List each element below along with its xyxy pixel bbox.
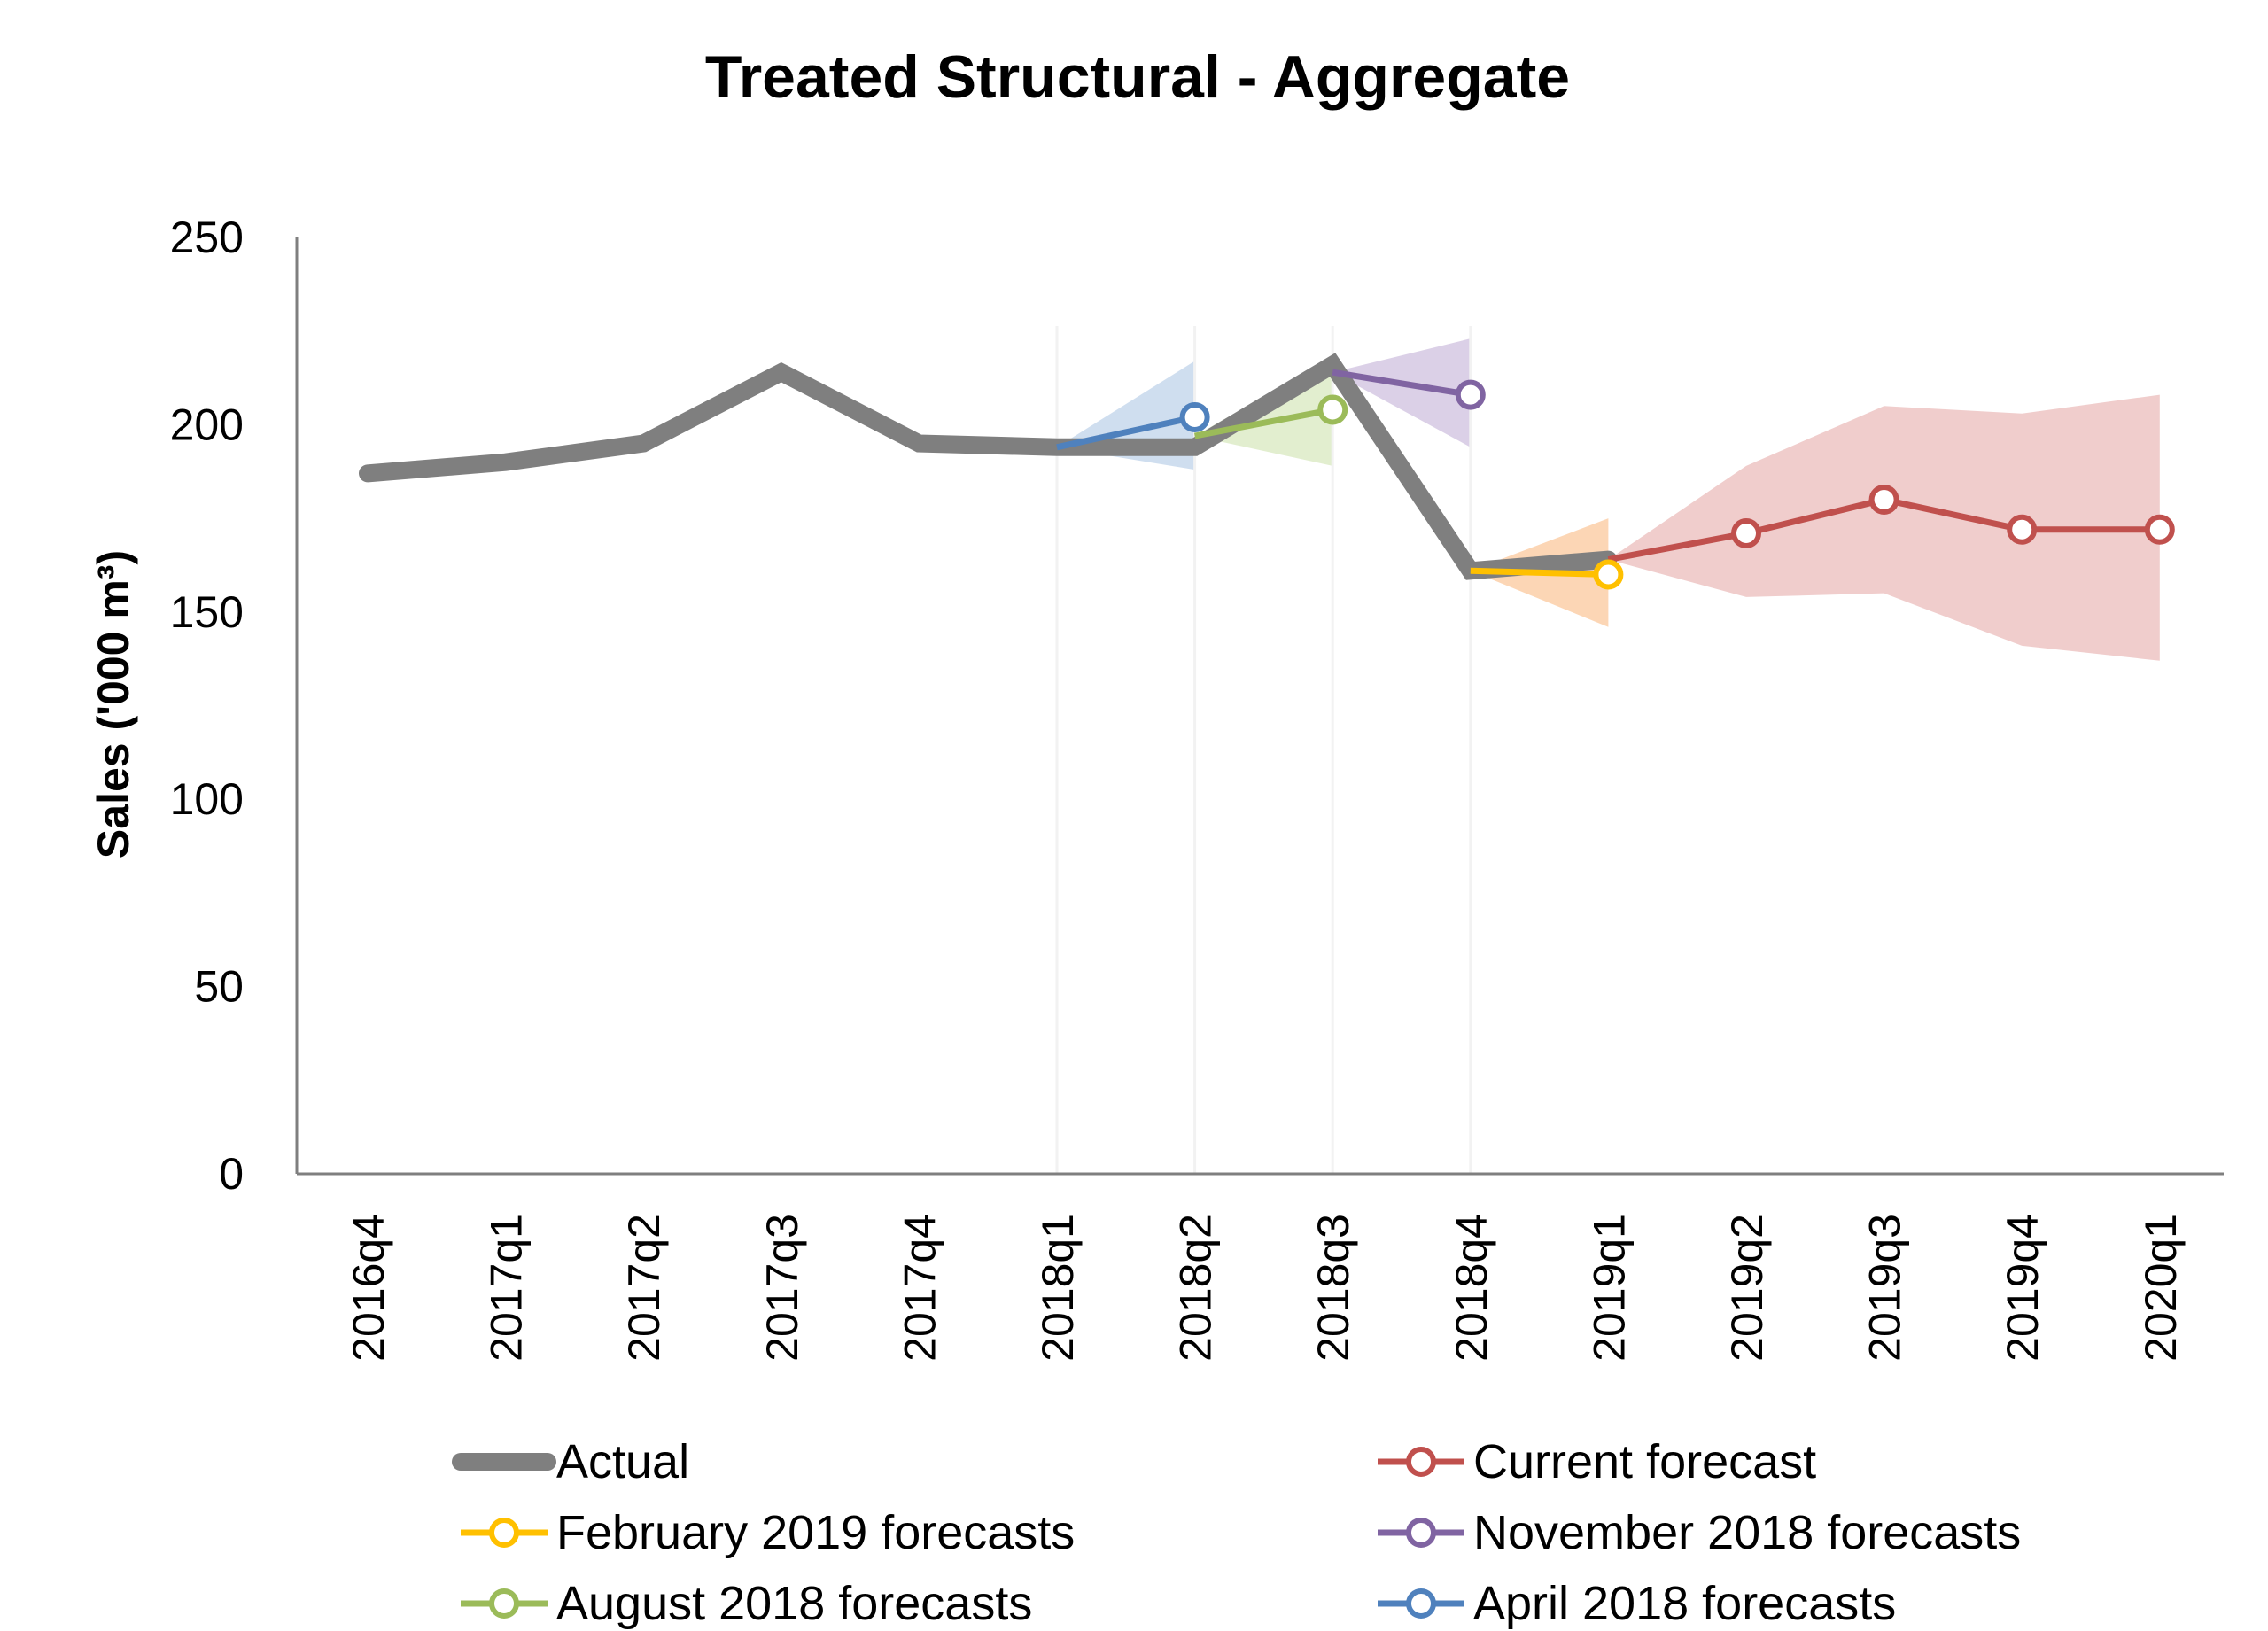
uncertainty-band xyxy=(1332,338,1471,447)
data-point xyxy=(1593,559,1624,590)
series-line xyxy=(359,353,1618,580)
data-point xyxy=(1317,394,1348,425)
data-point xyxy=(1179,401,1210,432)
legend-label: Actual xyxy=(556,1435,689,1488)
series-line xyxy=(1332,369,1472,399)
y-tick-label: 250 xyxy=(170,213,244,262)
legend-marker xyxy=(489,1518,519,1548)
legend-label: February 2019 forecasts xyxy=(556,1506,1075,1559)
axes xyxy=(295,237,2224,1176)
x-tick-label: 2019q3 xyxy=(1860,1214,1910,1362)
data-point xyxy=(1868,484,1899,515)
legend: Actual Current forecast February 2019 fore… xyxy=(452,1435,2021,1630)
uncertainty-bands xyxy=(1057,338,2160,661)
legend-label: April 2018 forecasts xyxy=(1473,1577,1896,1630)
x-tick-label: 2019q2 xyxy=(1722,1214,1772,1362)
data-point xyxy=(1455,379,1486,410)
y-tick-label: 100 xyxy=(170,774,244,824)
series-line xyxy=(1056,414,1196,451)
legend-item: February 2019 forecasts xyxy=(461,1506,1075,1559)
uncertainty-band xyxy=(1608,394,2160,661)
legend-marker xyxy=(489,1588,519,1619)
x-tick-label: 2019q4 xyxy=(1998,1214,2047,1362)
data-point xyxy=(2144,514,2175,545)
x-tick-label: 2016q4 xyxy=(344,1214,393,1362)
y-axis-label: Sales ('000 m³) xyxy=(89,550,138,858)
x-tick-label: 2017q1 xyxy=(482,1214,532,1362)
chart-title: Treated Structural - Aggregate xyxy=(705,43,1570,111)
series-line xyxy=(1193,407,1333,439)
x-tick-label: 2017q2 xyxy=(619,1214,669,1362)
y-tick-label: 0 xyxy=(219,1149,244,1199)
x-tick-label: 2018q4 xyxy=(1447,1214,1496,1362)
x-tick-label: 2019q1 xyxy=(1584,1214,1634,1362)
series-line xyxy=(1470,567,1609,579)
x-tick-label: 2018q2 xyxy=(1171,1214,1221,1362)
tick-labels: 0 50 100 150 200 250 2016q4 2017q1 2017q2 2017q3 2… xyxy=(170,213,2186,1362)
x-tick-label: 2018q3 xyxy=(1309,1214,1358,1362)
x-tick-label: 2017q3 xyxy=(757,1214,807,1362)
y-tick-label: 150 xyxy=(170,587,244,637)
legend-item: November 2018 forecasts xyxy=(1378,1506,2021,1559)
legend-item: April 2018 forecasts xyxy=(1378,1577,1896,1630)
data-point xyxy=(1731,518,1761,549)
legend-marker xyxy=(1406,1588,1436,1619)
x-tick-label: 2017q4 xyxy=(895,1214,944,1362)
legend-label: August 2018 forecasts xyxy=(556,1577,1032,1630)
x-tick-label: 2018q1 xyxy=(1033,1214,1083,1362)
series-markers xyxy=(1179,379,2175,590)
legend-marker xyxy=(1406,1447,1436,1477)
data-point xyxy=(2007,514,2038,545)
legend-label: November 2018 forecasts xyxy=(1473,1506,2021,1559)
y-tick-label: 50 xyxy=(194,962,244,1012)
y-tick-label: 200 xyxy=(170,400,244,449)
legend-marker xyxy=(1406,1518,1436,1548)
legend-item: Actual xyxy=(452,1435,689,1488)
x-tick-label: 2020q1 xyxy=(2136,1214,2186,1362)
legend-item: Current forecast xyxy=(1378,1435,1816,1488)
legend-label: Current forecast xyxy=(1473,1435,1816,1488)
legend-item: August 2018 forecasts xyxy=(461,1577,1032,1630)
